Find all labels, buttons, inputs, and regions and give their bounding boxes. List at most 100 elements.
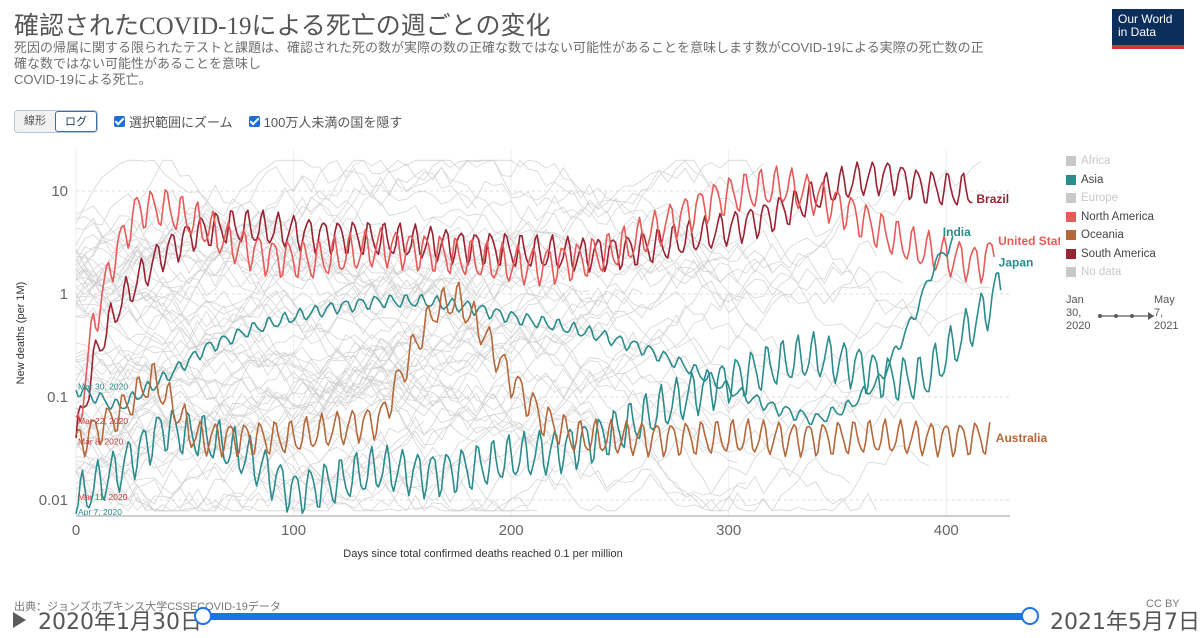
mini-end-line: 2021 [1154,320,1179,332]
mini-start-line: Jan [1066,294,1084,306]
legend-item-south-america[interactable]: South America [1066,245,1196,264]
legend-label: South America [1081,247,1156,260]
country-line [75,180,877,319]
series-label-japan: Japan [999,255,1034,269]
start-date-annotation: Mar 22, 2020 [78,416,128,426]
series-line-india [75,235,954,426]
legend-item-europe[interactable]: Europe [1066,189,1196,208]
logo-line: Our World [1118,12,1173,26]
legend-label: Africa [1081,155,1111,168]
country-line [75,407,538,512]
hide-small-countries-label: 100万人未満の国を隠す [263,115,403,130]
country-line [75,377,877,512]
legend-label: Europe [1081,192,1119,205]
y-tick-label: 0.01 [39,492,68,509]
legend-item-africa[interactable]: Africa [1066,152,1196,171]
country-line [75,166,512,281]
scale-linear-button[interactable]: 線形 [15,111,55,132]
chart-controls: 線形 ログ 選択範囲にズーム 100万人未満の国を隠す [14,110,402,133]
legend-swatch [1066,174,1076,185]
country-line [75,253,790,512]
country-line [75,176,477,248]
timeline-end-date: 2021年5月7日 [1050,610,1200,635]
legend-swatch [1066,267,1076,278]
legend-swatch [1066,248,1076,259]
scale-log-button[interactable]: ログ [55,111,97,132]
timeline-track[interactable] [202,613,1030,620]
checkbox-checked-icon [114,116,125,127]
subtitle-line: 死因の帰属に関する限られたテストと課題は、確認された死の数が実際の数の正確な数で… [14,40,984,55]
owid-logo[interactable]: Our World in Data [1112,9,1184,49]
legend-swatch [1066,211,1076,222]
logo-line: in Data [1118,25,1157,39]
legend-label: North America [1081,210,1154,223]
series-line-brazil [75,161,973,439]
timeline-start-date: 2020年1月30日 [38,610,202,635]
mini-start-line: 30, [1066,307,1082,319]
country-line [75,293,608,478]
country-line [75,259,590,333]
legend-swatch [1066,156,1076,167]
mini-timeline-end: May 7, 2021 [1154,294,1178,333]
country-line [75,375,930,512]
chart-title: 確認されたCOVID-19による死亡の週ごとの変化 [14,13,551,40]
country-line [75,276,494,398]
mini-timeline: Jan 30, 2020 May 7, 2021 [1066,294,1186,340]
country-line [75,209,964,310]
country-line [75,465,555,512]
timeline-start-handle[interactable] [194,607,212,625]
mini-timeline-track [1098,312,1154,320]
country-line [75,249,990,377]
country-line [75,355,755,464]
country-line [75,277,512,446]
timeline-end-handle[interactable] [1021,607,1039,625]
series-line-united-states [75,165,995,423]
country-line [75,313,686,505]
mini-start-line: 2020 [1066,320,1091,332]
country-line [75,249,494,365]
legend-item-north-america[interactable]: North America [1066,208,1196,227]
country-line [75,364,590,490]
country-line [75,279,616,377]
legend-swatch [1066,230,1076,241]
legend-item-oceania[interactable]: Oceania [1066,226,1196,245]
legend-item-asia[interactable]: Asia [1066,171,1196,190]
y-tick-label: 10 [51,183,68,200]
country-line [75,184,782,302]
mini-end-line: 7, [1154,307,1164,319]
line-chart: Brazil United States India Japan Australia Ma… [15,150,1060,560]
mini-timeline-start: Jan 30, 2020 [1066,294,1090,333]
time-slider: 2020年1月30日 2021年5月7日 [0,604,1200,638]
legend-item-no-data[interactable]: No data [1066,263,1196,282]
legend-label: No data [1081,266,1122,279]
country-line [75,232,425,288]
y-axis-label: New deaths (per 1M) [15,282,27,385]
x-tick-label: 100 [281,522,306,539]
legend-swatch [1066,193,1076,204]
start-date-annotation: Mar 30, 2020 [78,381,128,391]
country-line [75,191,608,340]
country-line [75,160,764,281]
country-line [75,388,904,489]
y-tick-label: 1 [60,286,68,303]
x-tick-label: 400 [934,522,959,539]
y-tick-label: 0.1 [47,389,68,406]
series-line-australia [75,281,991,458]
series-line-japan [75,272,1002,515]
country-line [75,229,834,370]
play-icon[interactable] [13,612,26,628]
x-tick-label: 0 [72,522,80,539]
scale-toggle: 線形 ログ [14,110,98,133]
hide-small-countries-checkbox[interactable]: 100万人未満の国を隠す [248,112,403,131]
region-legend: Africa Asia Europe North America Oceania Sout… [1066,152,1196,282]
country-line [75,200,790,392]
license-link[interactable]: CC BY [1146,598,1180,610]
logo-accent-bar [1112,45,1184,49]
country-line [75,406,477,494]
series-label-australia: Australia [996,431,1048,445]
zoom-to-selection-checkbox[interactable]: 選択範囲にズーム [114,112,233,131]
chart-subtitle: 死因の帰属に関する限られたテストと課題は、確認された死の数が実際の数の正確な数で… [14,40,1094,88]
country-line [75,291,686,414]
x-tick-label: 200 [499,522,524,539]
